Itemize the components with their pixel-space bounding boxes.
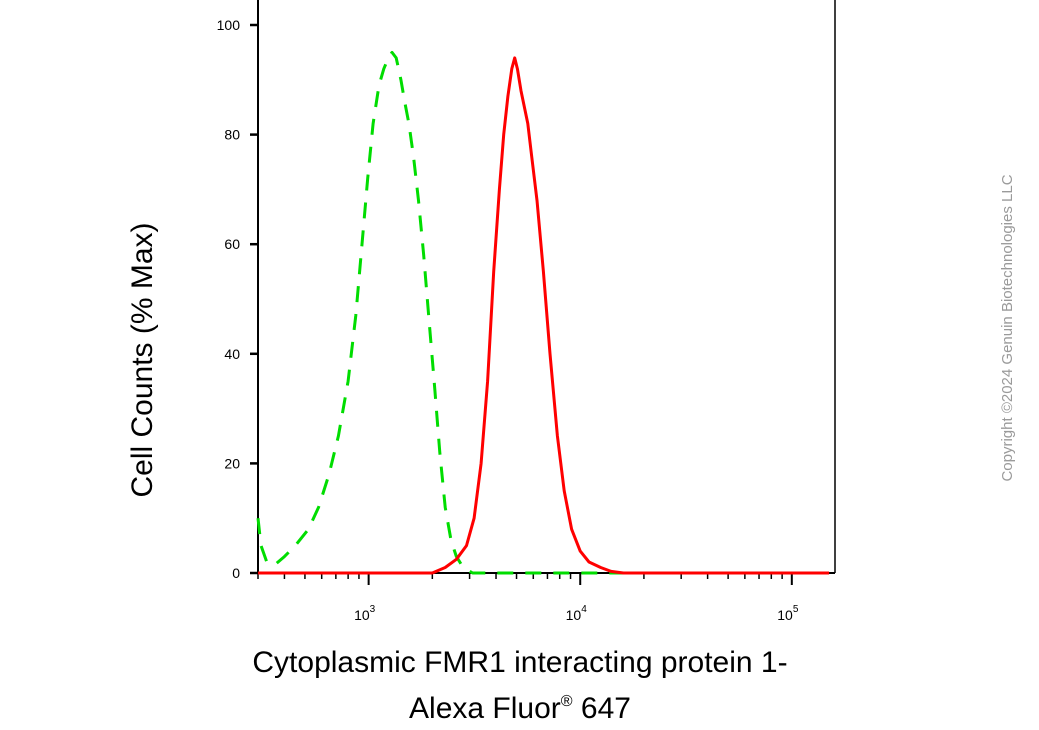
y-tick-label: 100 [217,17,241,33]
x-axis-label-line2-tail: 647 [573,692,631,725]
y-axis-label: Cell Counts (% Max) [126,222,159,497]
x-tick-exponent: 3 [370,604,376,615]
y-tick-label: 40 [224,346,240,362]
series-line-2 [258,56,830,575]
x-tick-base: 10 [354,607,370,623]
x-ticks: 103 104 105 [257,573,799,623]
x-axis-label-line2: Alexa Fluor® 647 [409,692,631,725]
y-tick-label: 0 [232,565,240,581]
x-tick-label: 104 [566,604,588,623]
x-axis-label-line1: Cytoplasmic FMR1 interacting protein 1- [252,646,787,679]
x-tick-base: 10 [777,607,793,623]
registered-mark: ® [561,693,573,710]
y-tick-label: 20 [224,455,240,471]
y-tick-label: 60 [224,236,240,252]
y-ticks: 0 20 40 60 80 100 [217,17,258,581]
x-tick-label: 105 [777,604,799,623]
x-axis-label-line2-main: Alexa Fluor [409,692,561,725]
y-tick-label: 80 [224,127,240,143]
x-tick-base: 10 [566,607,582,623]
copyright-text: Copyright ©2024 Genuin Biotechnologies L… [999,174,1016,481]
x-tick-exponent: 4 [581,604,587,615]
series-layer [256,50,830,575]
x-tick-exponent: 5 [793,604,799,615]
series-line-1 [256,50,830,575]
x-tick-label: 103 [354,604,376,623]
